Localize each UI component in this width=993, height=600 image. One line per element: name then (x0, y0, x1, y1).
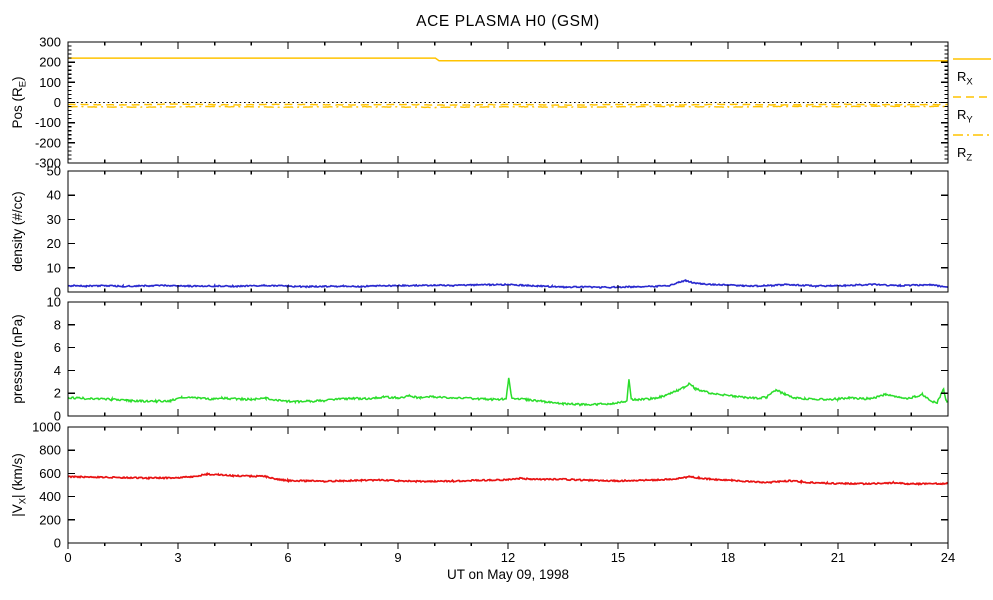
x-tick-label: 6 (284, 550, 291, 565)
y-tick-label: -200 (35, 135, 61, 150)
y-tick-label: 200 (39, 55, 61, 70)
y-tick-label: 200 (39, 512, 61, 527)
series-vx-speed (68, 471, 948, 486)
y-tick-label: 20 (47, 236, 61, 251)
y-tick-label: 2 (54, 386, 61, 401)
y-tick-label: 10 (47, 295, 61, 310)
y-tick-label: 40 (47, 188, 61, 203)
y-axis-label-pressure: pressure (nPa) (10, 314, 25, 403)
series-flow-pressure (68, 377, 948, 407)
y-tick-label: 100 (39, 75, 61, 90)
y-tick-label: 50 (47, 164, 61, 179)
x-tick-label: 21 (831, 550, 845, 565)
x-tick-label: 12 (501, 550, 515, 565)
y-tick-label: 400 (39, 489, 61, 504)
y-axis-label-velocity: |VX​| (km/s) (10, 453, 29, 517)
y-tick-label: 0 (54, 409, 61, 424)
y-tick-label: 10 (47, 260, 61, 275)
series-proton-density (68, 278, 948, 289)
x-tick-label: 24 (941, 550, 955, 565)
chart-title: ACE PLASMA H0 (GSM) (416, 13, 600, 30)
series-R_Z (68, 105, 948, 109)
y-tick-label: 1000 (32, 420, 61, 435)
y-tick-label: -300 (35, 156, 61, 171)
x-tick-label: 15 (611, 550, 625, 565)
y-tick-label: 30 (47, 212, 61, 227)
legend-label: RZ​ (957, 145, 972, 164)
legend-label: RX​ (957, 69, 973, 88)
x-tick-label: 9 (394, 550, 401, 565)
y-tick-label: -100 (35, 115, 61, 130)
y-tick-label: 600 (39, 466, 61, 481)
panel-frame-density (67, 170, 949, 293)
y-tick-label: 0 (54, 285, 61, 300)
x-tick-label: 0 (64, 550, 71, 565)
y-tick-label: 8 (54, 317, 61, 332)
y-tick-label: 300 (39, 35, 61, 50)
y-axis-label-position: Pos (RE​) (10, 76, 29, 128)
y-tick-label: 0 (54, 536, 61, 551)
series-R_X (68, 57, 948, 62)
y-tick-label: 6 (54, 340, 61, 355)
x-tick-label: 3 (174, 550, 181, 565)
panel-frame-velocity (67, 426, 949, 544)
x-tick-label: 18 (721, 550, 735, 565)
series-R_Y (68, 103, 948, 107)
y-tick-label: 800 (39, 443, 61, 458)
x-axis-caption: UT on May 09, 1998 (446, 567, 570, 582)
y-axis-label-density: density (#/cc) (10, 191, 25, 271)
legend-label: RY​ (957, 107, 973, 126)
y-tick-label: 0 (54, 95, 61, 110)
y-tick-label: 4 (54, 363, 61, 378)
